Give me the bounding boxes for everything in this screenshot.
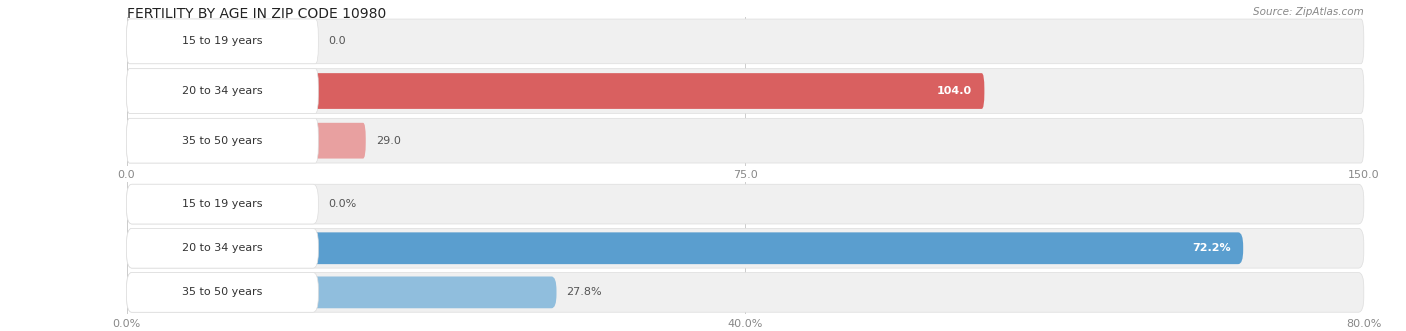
FancyBboxPatch shape (127, 272, 1364, 312)
FancyBboxPatch shape (127, 19, 1364, 64)
FancyBboxPatch shape (127, 232, 1243, 264)
Text: 29.0: 29.0 (375, 136, 401, 146)
FancyBboxPatch shape (127, 228, 1364, 268)
FancyBboxPatch shape (127, 123, 366, 159)
Text: Source: ZipAtlas.com: Source: ZipAtlas.com (1253, 7, 1364, 17)
Text: 0.0%: 0.0% (328, 199, 357, 209)
Text: 72.2%: 72.2% (1192, 243, 1230, 253)
FancyBboxPatch shape (127, 228, 318, 268)
Text: 35 to 50 years: 35 to 50 years (183, 136, 263, 146)
FancyBboxPatch shape (127, 73, 984, 109)
FancyBboxPatch shape (127, 69, 1364, 113)
Text: 35 to 50 years: 35 to 50 years (183, 287, 263, 297)
FancyBboxPatch shape (127, 69, 318, 113)
FancyBboxPatch shape (127, 118, 318, 163)
FancyBboxPatch shape (127, 184, 318, 224)
Text: FERTILITY BY AGE IN ZIP CODE 10980: FERTILITY BY AGE IN ZIP CODE 10980 (127, 7, 385, 21)
FancyBboxPatch shape (127, 184, 1364, 224)
Text: 15 to 19 years: 15 to 19 years (183, 36, 263, 46)
FancyBboxPatch shape (127, 272, 318, 312)
Text: 20 to 34 years: 20 to 34 years (183, 86, 263, 96)
FancyBboxPatch shape (127, 118, 1364, 163)
Text: 15 to 19 years: 15 to 19 years (183, 199, 263, 209)
FancyBboxPatch shape (127, 19, 318, 64)
FancyBboxPatch shape (127, 276, 557, 308)
Text: 0.0: 0.0 (328, 36, 346, 46)
Text: 20 to 34 years: 20 to 34 years (183, 243, 263, 253)
Text: 104.0: 104.0 (936, 86, 972, 96)
Text: 27.8%: 27.8% (567, 287, 602, 297)
